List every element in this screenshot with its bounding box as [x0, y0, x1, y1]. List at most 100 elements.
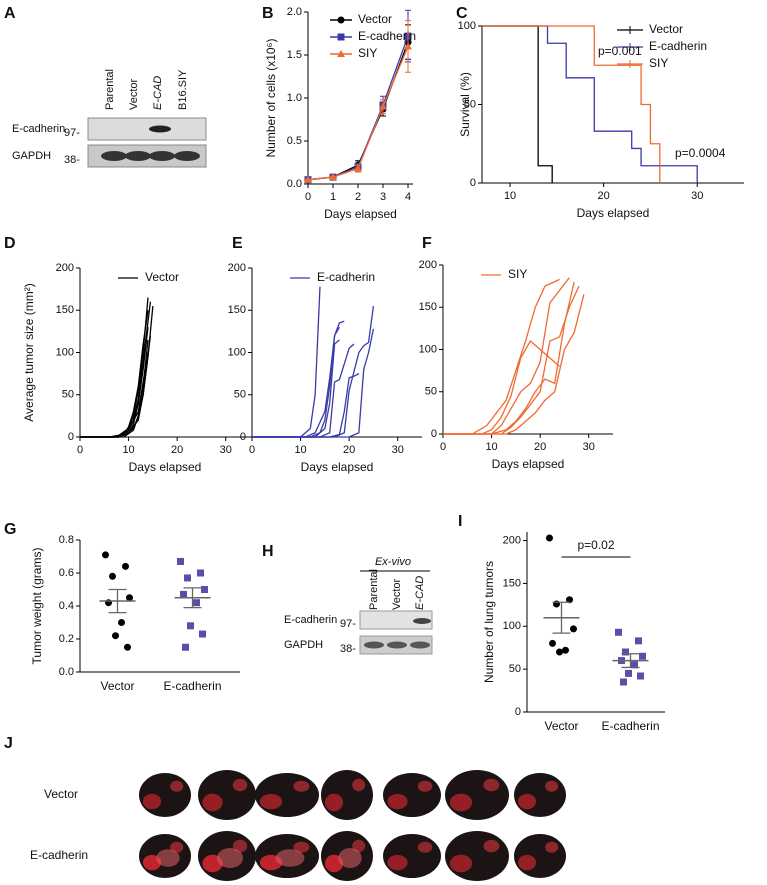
series-line	[252, 286, 321, 438]
lane-label: Parental	[368, 569, 380, 610]
x-axis-label: Days elapsed	[577, 206, 650, 220]
x-tick-label: 0	[440, 441, 446, 453]
marker	[639, 652, 646, 660]
y-tick-label: 200	[419, 259, 437, 271]
y-tick-label: 0.8	[59, 534, 74, 546]
panel-label: I	[458, 513, 462, 530]
series-line	[443, 278, 560, 435]
marker	[379, 102, 387, 110]
y-tick-label: 0.6	[59, 567, 74, 579]
y-tick-label: 0	[431, 428, 437, 440]
panel-label: A	[4, 5, 16, 22]
annotation: p=0.02	[577, 538, 614, 552]
lung-patch	[170, 841, 184, 853]
panel-label: D	[4, 235, 16, 252]
y-tick-label: 100	[56, 346, 74, 358]
series-line	[443, 285, 580, 435]
legend-label: SIY	[508, 267, 527, 281]
marker	[562, 646, 569, 654]
series-line	[443, 340, 560, 435]
series-line	[252, 343, 355, 438]
lung	[383, 834, 441, 878]
mw-marker: 38-	[64, 154, 80, 166]
lung	[139, 773, 191, 817]
legend-label: E-cadherin	[358, 29, 416, 43]
lung	[514, 773, 566, 817]
y-tick-label: 200	[503, 534, 521, 546]
y-tick-label: 0	[470, 177, 476, 189]
lung-patch	[275, 849, 305, 867]
y-tick-label: 0	[515, 706, 521, 718]
y-tick-label: 200	[56, 262, 74, 274]
x-tick-label: 30	[691, 190, 703, 202]
y-tick-label: 100	[228, 346, 246, 358]
marker	[201, 586, 208, 593]
panel-label: F	[422, 235, 432, 252]
marker	[337, 16, 345, 24]
x-axis-label: Days elapsed	[301, 460, 374, 474]
marker	[566, 596, 573, 604]
lung-patch	[170, 780, 184, 792]
marker	[553, 600, 560, 608]
lung-patch	[449, 854, 473, 873]
x-tick-label: 2	[355, 191, 361, 203]
series-line	[80, 339, 149, 438]
y-tick-label: 50	[62, 389, 74, 401]
legend-label: E-cadherin	[649, 39, 707, 53]
marker	[184, 574, 191, 582]
lung-patch	[293, 780, 310, 792]
x-axis-label: Days elapsed	[129, 460, 202, 474]
x-tick-label: 10	[504, 190, 516, 202]
marker	[546, 534, 553, 542]
legend-label: SIY	[358, 46, 377, 60]
lung	[321, 770, 373, 820]
lung-patch	[156, 849, 180, 867]
marker	[199, 630, 206, 638]
sem-bar	[621, 653, 640, 669]
series-line	[252, 373, 360, 438]
band	[364, 641, 384, 649]
lung-patch	[517, 793, 537, 810]
x-tick-label: 0	[77, 444, 83, 456]
lung-patch	[232, 839, 248, 853]
lung	[445, 831, 509, 881]
sem-bar	[183, 587, 202, 609]
lung-patch	[352, 839, 366, 853]
legend-label: E-cadherin	[317, 270, 375, 284]
lung-patch	[545, 841, 559, 853]
marker	[637, 672, 644, 680]
marker	[102, 551, 109, 559]
marker	[122, 562, 129, 570]
lane-label: Vector	[128, 78, 140, 110]
marker	[631, 661, 638, 669]
lung-patch	[417, 841, 433, 853]
lane-label: Vector	[391, 578, 403, 610]
y-tick-label: 1.5	[287, 49, 302, 61]
y-tick-label: 50	[464, 98, 476, 110]
y-axis-label: Survival (%)	[458, 72, 472, 137]
y-tick-label: 1.0	[287, 92, 302, 104]
x-tick-label: 30	[392, 444, 404, 456]
marker	[105, 599, 112, 607]
y-tick-label: 150	[228, 304, 246, 316]
y-tick-label: 100	[458, 20, 476, 32]
y-tick-label: 0.2	[59, 633, 74, 645]
series-line	[252, 305, 375, 438]
y-tick-label: 100	[419, 343, 437, 355]
x-tick-label: E-cadherin	[601, 719, 659, 733]
row-label: GAPDH	[12, 150, 51, 162]
y-tick-label: 2.0	[287, 6, 302, 18]
band	[174, 151, 200, 161]
lane-label: B16.SIY	[177, 69, 189, 110]
y-tick-label: 200	[228, 262, 246, 274]
y-tick-label: 50	[425, 386, 437, 398]
marker	[112, 632, 119, 640]
lung	[255, 773, 319, 817]
lung	[198, 770, 256, 820]
band	[413, 618, 431, 624]
marker	[187, 622, 194, 630]
lung-patch	[142, 793, 162, 810]
y-axis-label: Number of cells (x10⁶)	[264, 39, 278, 158]
panel-label: E	[232, 235, 243, 252]
marker	[404, 42, 412, 50]
